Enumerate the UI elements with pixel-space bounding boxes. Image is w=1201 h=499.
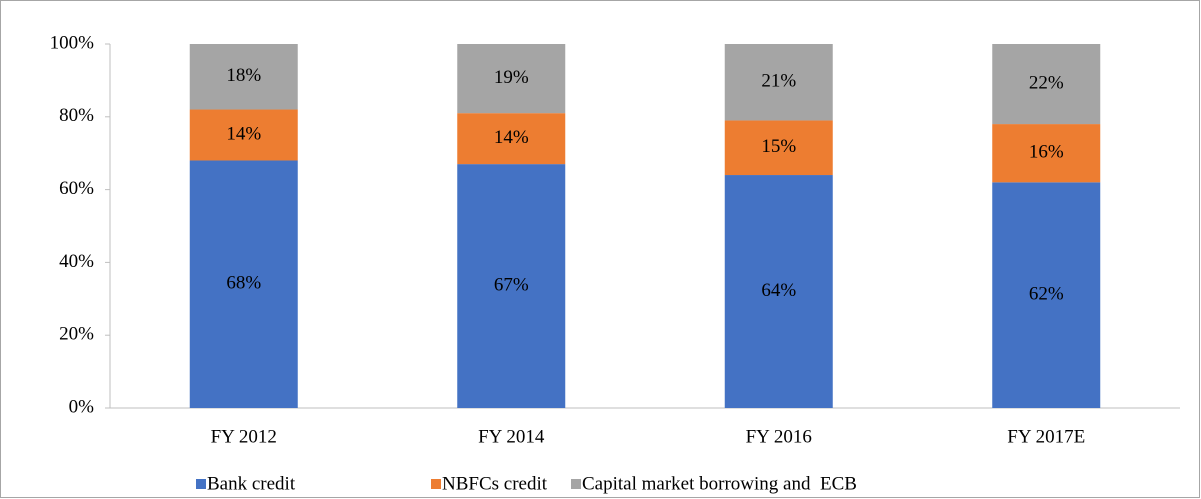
data-label: 16%: [1029, 142, 1064, 163]
bar-segment: [457, 164, 566, 408]
data-label: 68%: [226, 273, 261, 294]
y-tick-label: 40%: [59, 251, 94, 272]
bar-segment: [457, 113, 566, 165]
data-label: 18%: [226, 65, 261, 86]
data-label: 64%: [761, 280, 796, 301]
data-label: 22%: [1029, 72, 1064, 93]
bar-segment: [189, 160, 298, 408]
data-label: 21%: [761, 71, 796, 92]
bar-segment: [992, 124, 1101, 183]
legend-label: Bank credit: [207, 473, 296, 494]
data-label: 62%: [1029, 284, 1064, 305]
y-tick-label: 20%: [59, 324, 94, 345]
data-label: 67%: [494, 274, 529, 295]
x-tick-label: FY 2012: [211, 426, 277, 447]
bar-segment: [724, 44, 833, 121]
y-tick-label: 80%: [59, 105, 94, 126]
bar-segment: [992, 182, 1101, 408]
x-tick-label: FY 2016: [746, 426, 812, 447]
bar-segment: [189, 109, 298, 161]
bar-segment: [189, 44, 298, 110]
x-tick-label: FY 2017E: [1007, 426, 1085, 447]
y-tick-label: 100%: [50, 32, 95, 53]
legend-label: NBFCs credit: [442, 473, 548, 494]
bar-segment: [457, 44, 566, 114]
legend-swatch: [196, 479, 206, 489]
bar-segment: [724, 175, 833, 408]
bar-segment: [724, 120, 833, 176]
data-label: 14%: [494, 127, 529, 148]
y-tick-label: 60%: [59, 178, 94, 199]
legend-swatch: [431, 479, 441, 489]
legend-label: Capital market borrowing and ECB: [582, 473, 857, 494]
x-tick-label: FY 2014: [478, 426, 545, 447]
data-label: 19%: [494, 67, 529, 88]
y-tick-label: 0%: [69, 396, 95, 417]
data-label: 15%: [761, 136, 796, 157]
legend-swatch: [571, 479, 581, 489]
data-label: 14%: [226, 123, 261, 144]
bar-segment: [992, 44, 1101, 125]
